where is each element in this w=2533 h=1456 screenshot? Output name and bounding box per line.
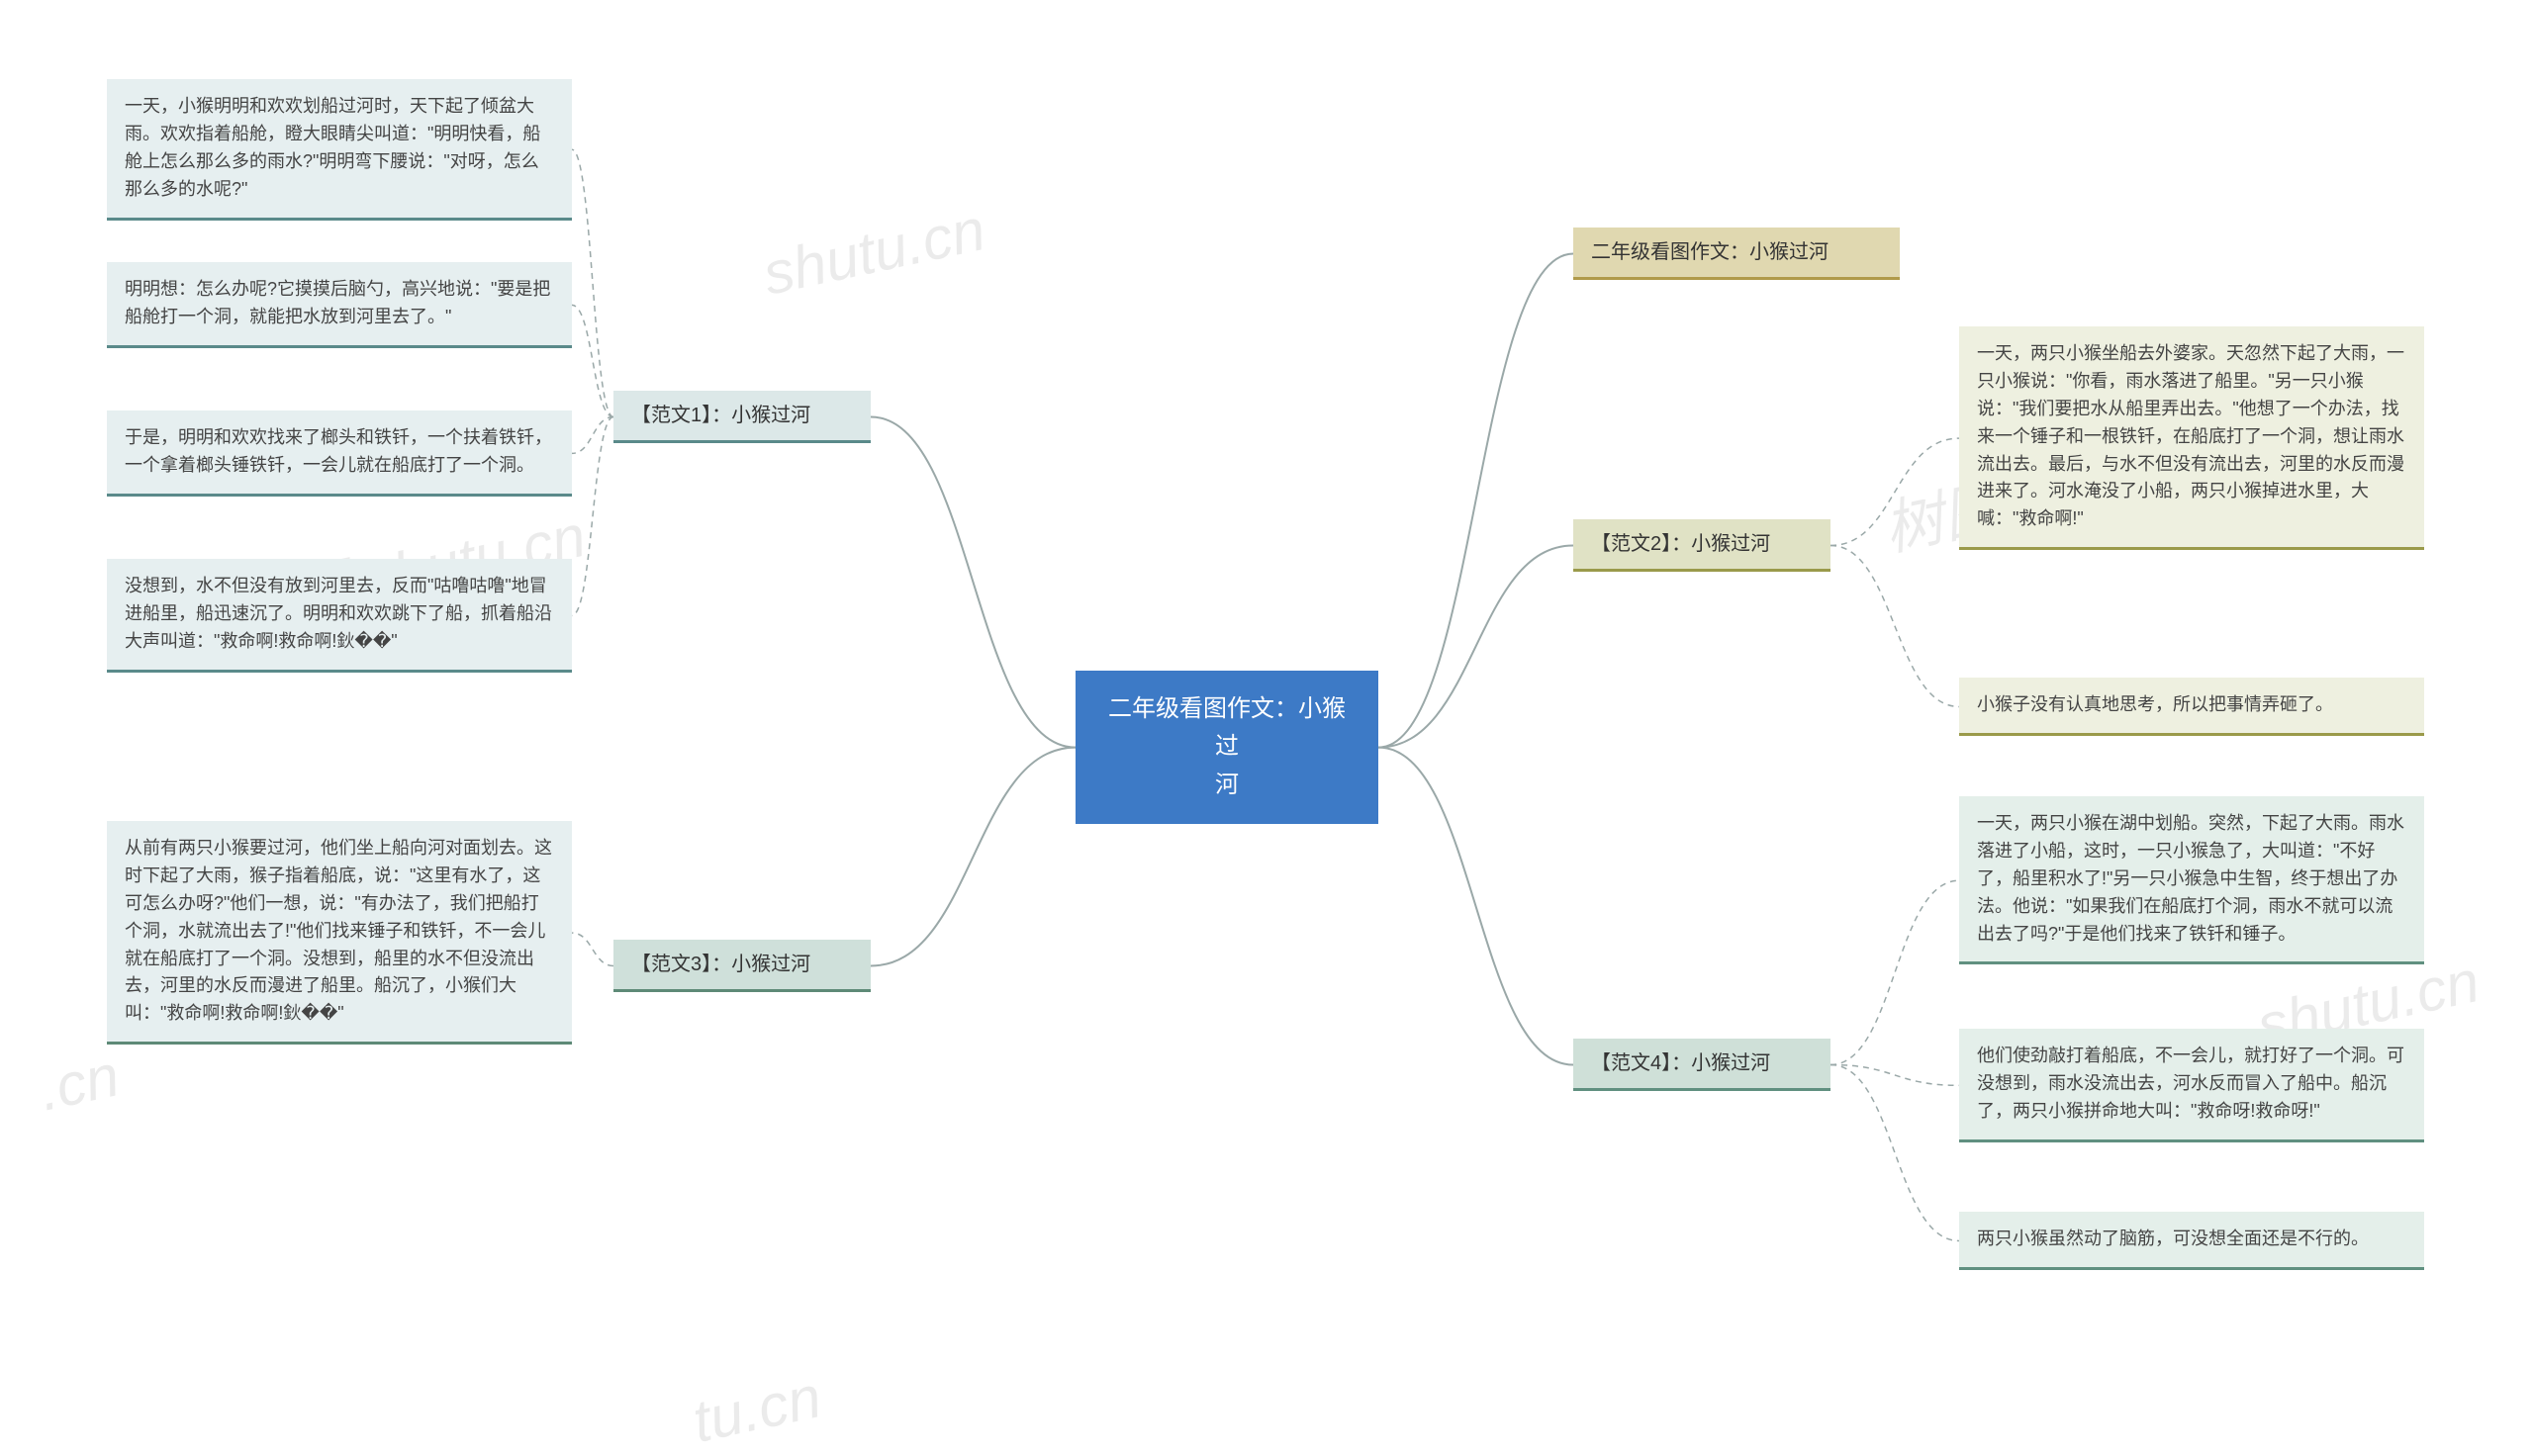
- leaf-node[interactable]: 一天，两只小猴在湖中划船。突然，下起了大雨。雨水落进了小船，这时，一只小猴急了，…: [1959, 796, 2424, 964]
- leaf-node[interactable]: 小猴子没有认真地思考，所以把事情弄砸了。: [1959, 678, 2424, 736]
- branch-node-2[interactable]: 【范文2】：小猴过河: [1573, 519, 1830, 572]
- leaf-node[interactable]: 从前有两只小猴要过河，他们坐上船向河对面划去。这时下起了大雨，猴子指着船底，说：…: [107, 821, 572, 1045]
- branch-node-4[interactable]: 【范文4】：小猴过河: [1573, 1039, 1830, 1091]
- root-line2: 河: [1103, 767, 1351, 804]
- leaf-node[interactable]: 明明想：怎么办呢?它摸摸后脑勺，高兴地说："要是把船舱打一个洞，就能把水放到河里…: [107, 262, 572, 348]
- leaf-node[interactable]: 两只小猴虽然动了脑筋，可没想全面还是不行的。: [1959, 1212, 2424, 1270]
- leaf-node[interactable]: 一天，小猴明明和欢欢划船过河时，天下起了倾盆大雨。欢欢指着船舱，瞪大眼睛尖叫道：…: [107, 79, 572, 221]
- watermark: tu.cn: [687, 1362, 827, 1456]
- branch-node-title[interactable]: 二年级看图作文：小猴过河: [1573, 228, 1900, 280]
- leaf-node[interactable]: 没想到，水不但没有放到河里去，反而"咕噜咕噜"地冒进船里，船迅速沉了。明明和欢欢…: [107, 559, 572, 673]
- watermark: .cn: [34, 1041, 126, 1124]
- leaf-node[interactable]: 于是，明明和欢欢找来了榔头和铁钎，一个扶着铁钎，一个拿着榔头锤铁钎，一会儿就在船…: [107, 410, 572, 497]
- root-node[interactable]: 二年级看图作文：小猴过 河: [1076, 671, 1378, 824]
- branch-node-3[interactable]: 【范文3】：小猴过河: [613, 940, 871, 992]
- branch-node-1[interactable]: 【范文1】：小猴过河: [613, 391, 871, 443]
- watermark: shutu.cn: [757, 195, 990, 309]
- leaf-node[interactable]: 一天，两只小猴坐船去外婆家。天忽然下起了大雨，一只小猴说："你看，雨水落进了船里…: [1959, 326, 2424, 550]
- mindmap-canvas: 树图 shutu.cn 树图 shutu.cn shutu.cn shutu.c…: [0, 0, 2533, 1443]
- root-line1: 二年级看图作文：小猴过: [1103, 690, 1351, 767]
- leaf-node[interactable]: 他们使劲敲打着船底，不一会儿，就打好了一个洞。可没想到，雨水没流出去，河水反而冒…: [1959, 1029, 2424, 1142]
